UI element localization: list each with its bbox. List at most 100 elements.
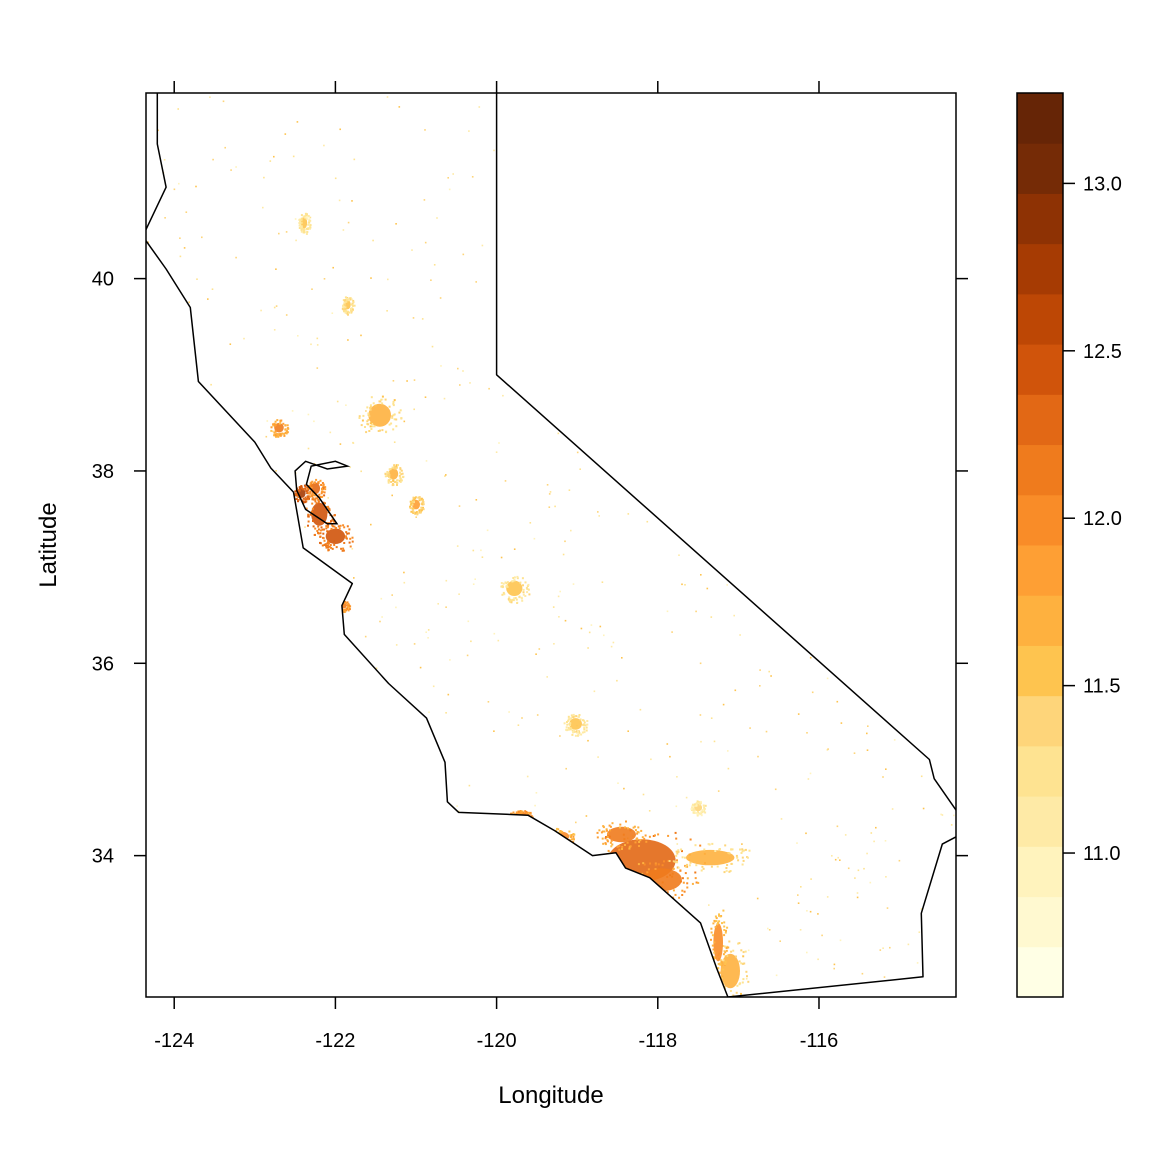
urban-fringe — [553, 842, 556, 845]
urban-fringe — [571, 838, 573, 841]
urban-fringe — [511, 580, 514, 583]
density-speck — [807, 574, 809, 577]
density-speck — [695, 610, 697, 613]
urban-fringe — [305, 489, 308, 492]
urban-fringe — [319, 541, 321, 544]
urban-fringe — [712, 948, 715, 951]
density-speck — [833, 967, 835, 970]
density-speck — [320, 961, 323, 964]
urban-fringe — [729, 990, 732, 992]
urban-fringe — [330, 527, 333, 530]
urban-fringe — [674, 893, 677, 896]
urban-fringe — [276, 419, 279, 422]
legend-swatch — [1017, 394, 1063, 446]
urban-fringe — [369, 407, 372, 409]
urban-fringe — [743, 962, 746, 965]
urban-fringe — [507, 598, 510, 601]
density-speck — [889, 386, 891, 389]
density-speck — [534, 804, 536, 807]
density-speck — [714, 327, 716, 329]
urban-fringe — [315, 502, 318, 505]
density-speck — [853, 752, 856, 754]
density-speck — [920, 775, 923, 778]
density-speck — [703, 189, 705, 192]
density-speck — [695, 546, 697, 548]
density-speck — [403, 571, 405, 574]
density-speck — [803, 430, 806, 432]
urban-fringe — [508, 596, 511, 599]
density-speck — [286, 624, 288, 627]
density-speck — [925, 668, 927, 671]
density-speck — [424, 396, 427, 398]
density-speck — [413, 408, 415, 411]
density-speck — [329, 431, 332, 434]
density-speck — [239, 612, 242, 614]
density-speck — [914, 133, 916, 136]
urban-fringe — [636, 838, 638, 840]
density-speck — [192, 344, 194, 346]
urban-fringe — [711, 944, 714, 947]
urban-fringe — [618, 845, 621, 848]
density-speck — [676, 843, 679, 845]
urban-fringe — [716, 923, 719, 926]
density-speck — [266, 630, 269, 633]
urban-fringe — [327, 548, 330, 551]
urban-fringe — [528, 593, 531, 596]
density-speck — [187, 464, 190, 466]
urban-fringe — [672, 889, 675, 892]
density-speck — [666, 743, 669, 745]
urban-fringe — [629, 845, 632, 848]
urban-fringe — [606, 839, 609, 842]
density-speck — [806, 910, 808, 912]
density-speck — [769, 589, 771, 592]
urban-fringe — [741, 962, 744, 965]
density-speck — [403, 734, 405, 737]
density-speck — [491, 923, 493, 926]
urban-fringe — [557, 828, 560, 831]
density-speck — [306, 970, 309, 972]
density-speck — [868, 643, 870, 646]
urban-fringe — [386, 475, 389, 477]
urban-fringe — [639, 839, 642, 842]
urban-fringe — [575, 715, 578, 718]
urban-fringe — [574, 734, 577, 737]
density-speck — [427, 629, 430, 631]
density-speck — [508, 711, 510, 713]
density-speck — [249, 783, 252, 786]
density-speck — [526, 775, 529, 778]
urban-fringe — [300, 225, 303, 228]
urban-fringe — [609, 841, 612, 844]
urban-fringe — [654, 868, 657, 870]
density-speck — [563, 847, 565, 849]
urban-fringe — [691, 805, 694, 808]
density-speck — [827, 748, 829, 750]
density-speck — [468, 130, 470, 132]
urban-fringe — [390, 481, 393, 483]
urban-fringe — [310, 494, 313, 497]
density-speck — [386, 685, 388, 687]
density-speck — [885, 768, 887, 770]
urban-fringe — [647, 890, 650, 893]
density-speck — [924, 189, 926, 192]
density-layer — [146, 93, 955, 998]
urban-fringe — [714, 920, 716, 923]
urban-fringe — [364, 426, 366, 428]
urban-fringe — [303, 231, 305, 234]
density-speck — [349, 795, 351, 797]
urban-fringe — [270, 426, 273, 429]
density-speck — [899, 993, 902, 996]
urban-fringe — [384, 475, 387, 478]
urban-fringe — [342, 524, 345, 527]
urban-fringe — [365, 431, 368, 434]
urban-fringe — [302, 497, 305, 500]
urban-fringe — [551, 842, 554, 845]
urban-fringe — [502, 591, 505, 594]
urban-fringe — [316, 530, 319, 532]
y-tick-label: 40 — [92, 269, 114, 291]
density-speck — [615, 122, 618, 125]
urban-fringe — [585, 853, 588, 856]
urban-fringe — [500, 582, 503, 584]
urban-fringe — [692, 803, 694, 806]
urban-fringe — [352, 304, 354, 307]
legend-swatch — [1017, 595, 1063, 646]
